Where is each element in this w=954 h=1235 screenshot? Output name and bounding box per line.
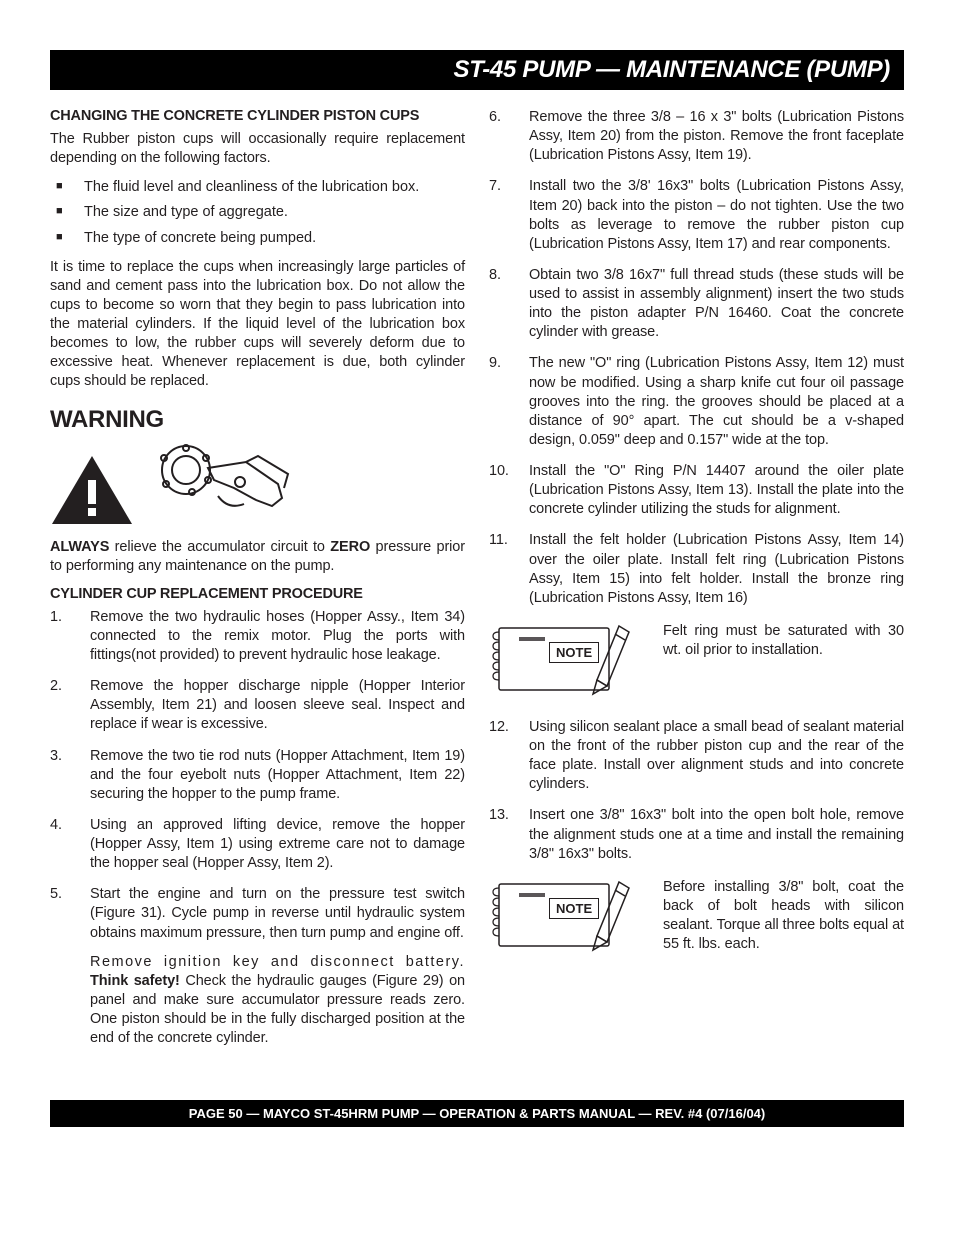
warning-text: ALWAYS relieve the accumulator circuit t…	[50, 538, 465, 576]
note-1-text: Felt ring must be saturated with 30 wt. …	[663, 620, 904, 660]
step-text: Start the engine and turn on the pressur…	[90, 886, 465, 940]
step-text: Insert one 3/8" 16x3" bolt into the open…	[529, 807, 904, 861]
notepad-pencil-icon: NOTE	[489, 876, 649, 956]
step-number: 5.	[50, 885, 80, 904]
step-number: 3.	[50, 747, 80, 766]
intro-paragraph: The Rubber piston cups will occasionally…	[50, 130, 465, 168]
step-item: 2. Remove the hopper discharge nipple (Ho…	[50, 677, 465, 734]
step-text: Install the "O" Ring P/N 14407 around th…	[529, 463, 904, 517]
step-number: 1.	[50, 608, 80, 627]
step-text: Install the felt holder (Lubrication Pis…	[529, 532, 904, 605]
think-safety-bold: Think safety!	[90, 973, 180, 989]
replacement-timing-paragraph: It is time to replace the cups when incr…	[50, 258, 465, 392]
step-item: 13. Insert one 3/8" 16x3" bolt into the o…	[489, 806, 904, 863]
step-item: 5. Start the engine and turn on the pres…	[50, 885, 465, 1048]
content-columns: CHANGING THE CONCRETE CYLINDER PISTON CU…	[50, 108, 904, 1060]
right-column: 6. Remove the three 3/8 – 16 x 3" bolts (…	[489, 108, 904, 1060]
step-number: 2.	[50, 677, 80, 696]
step-number: 8.	[489, 266, 519, 285]
section-title-procedure: CYLINDER CUP REPLACEMENT PROCEDURE	[50, 586, 465, 602]
step-text: Using silicon sealant place a small bead…	[529, 719, 904, 792]
page-header-bar: ST-45 PUMP — MAINTENANCE (PUMP)	[50, 50, 904, 90]
step-item: 12. Using silicon sealant place a small b…	[489, 718, 904, 795]
warning-mid-text: relieve the accumulator circuit to	[109, 539, 330, 555]
step-number: 4.	[50, 816, 80, 835]
step-item: 6. Remove the three 3/8 – 16 x 3" bolts (…	[489, 108, 904, 165]
bullet-item: The type of concrete being pumped.	[50, 229, 465, 248]
procedure-steps-right-2: 12. Using silicon sealant place a small b…	[489, 718, 904, 864]
step-number: 12.	[489, 718, 519, 737]
step-item: 11. Install the felt holder (Lubrication …	[489, 531, 904, 608]
step-item: 8. Obtain two 3/8 16x7" full thread studs…	[489, 266, 904, 343]
factors-bullet-list: The fluid level and cleanliness of the l…	[50, 178, 465, 247]
step-item: 7. Install two the 3/8' 16x3" bolts (Lubr…	[489, 177, 904, 254]
step-text: The new "O" ring (Lubrication Pistons As…	[529, 355, 904, 448]
section-title-changing-cups: CHANGING THE CONCRETE CYLINDER PISTON CU…	[50, 108, 465, 124]
step-text: Remove the two tie rod nuts (Hopper Atta…	[90, 748, 465, 802]
step-text: Install two the 3/8' 16x3" bolts (Lubric…	[529, 178, 904, 251]
step-text: Obtain two 3/8 16x7" full thread studs (…	[529, 267, 904, 340]
sub-pre-text: Remove ignition key and disconnect batte…	[90, 954, 465, 970]
warning-heading: WARNING	[50, 406, 465, 434]
note-label-box: NOTE	[549, 898, 599, 919]
step-number: 9.	[489, 354, 519, 373]
step-number: 7.	[489, 177, 519, 196]
step-number: 13.	[489, 806, 519, 825]
page-footer-bar: PAGE 50 — MAYCO ST-45HRM PUMP — OPERATIO…	[50, 1100, 904, 1127]
step-number: 10.	[489, 462, 519, 481]
warning-triangle-icon	[50, 454, 134, 526]
step-item: 4. Using an approved lifting device, remo…	[50, 816, 465, 873]
left-column: CHANGING THE CONCRETE CYLINDER PISTON CU…	[50, 108, 465, 1060]
bullet-item: The size and type of aggregate.	[50, 203, 465, 222]
warning-always-bold: ALWAYS	[50, 539, 109, 555]
warning-zero-bold: ZERO	[330, 539, 370, 555]
step-number: 11.	[489, 531, 519, 550]
bullet-item: The fluid level and cleanliness of the l…	[50, 178, 465, 197]
step-item: 10. Install the "O" Ring P/N 14407 around…	[489, 462, 904, 519]
procedure-steps-left: 1. Remove the two hydraulic hoses (Hopper…	[50, 608, 465, 1049]
step-item: 3. Remove the two tie rod nuts (Hopper At…	[50, 747, 465, 804]
step-text: Using an approved lifting device, remove…	[90, 817, 465, 871]
procedure-steps-right: 6. Remove the three 3/8 – 16 x 3" bolts (…	[489, 108, 904, 608]
note-block-2: NOTE Before installing 3/8" bolt, coat t…	[489, 876, 904, 956]
step-text: Remove the two hydraulic hoses (Hopper A…	[90, 609, 465, 663]
pump-illustration-icon	[148, 440, 298, 526]
note-block-1: NOTE Felt ring must be saturated with 30…	[489, 620, 904, 700]
step-number: 6.	[489, 108, 519, 127]
step-text: Remove the hopper discharge nipple (Hopp…	[90, 678, 465, 732]
step-sub-paragraph: Remove ignition key and disconnect batte…	[90, 953, 465, 1049]
step-text: Remove the three 3/8 – 16 x 3" bolts (Lu…	[529, 109, 904, 163]
step-item: 1. Remove the two hydraulic hoses (Hopper…	[50, 608, 465, 665]
notepad-pencil-icon: NOTE	[489, 620, 649, 700]
step-item: 9. The new "O" ring (Lubrication Pistons …	[489, 354, 904, 450]
note-2-text: Before installing 3/8" bolt, coat the ba…	[663, 876, 904, 955]
note-label-box: NOTE	[549, 642, 599, 663]
warning-graphic-row	[50, 440, 465, 526]
